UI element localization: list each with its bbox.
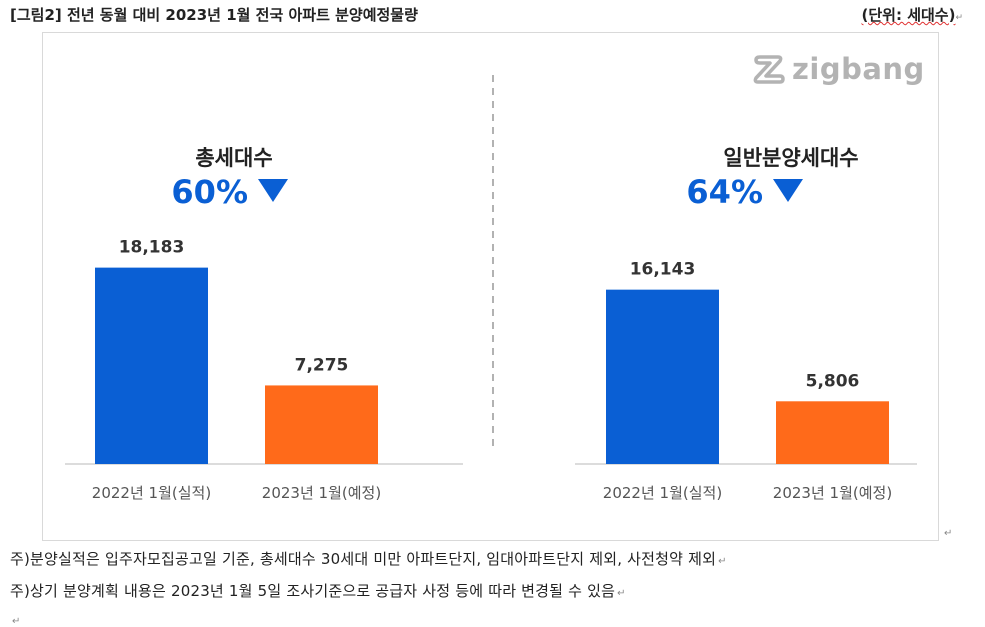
change-percent: 64% [686, 173, 763, 211]
bar [606, 289, 719, 464]
footnote-2: 주)상기 분양계획 내용은 2023년 1월 5일 조사기준으로 공급자 사정 … [10, 582, 626, 600]
bar [265, 385, 378, 464]
footnote-1-text: 주)분양실적은 입주자모집공고일 기준, 총세대수 30세대 미만 아파트단지,… [10, 550, 717, 568]
logo-text: zigbang [792, 52, 925, 86]
data-label: 18,183 [119, 238, 185, 258]
data-label: 5,806 [806, 371, 860, 391]
zigbang-logo: zigbang [752, 52, 925, 86]
category-label: 2022년 1월(실적) [603, 484, 722, 502]
category-label: 2023년 1월(예정) [262, 484, 381, 502]
change-percent: 60% [171, 173, 248, 211]
panel-title: 일반분양세대수 [723, 146, 858, 170]
bar [95, 267, 208, 464]
chart-canvas: 총세대수 60% 18,183 2022년 1월(실적) 7,275 2023년 1월(예… [65, 75, 917, 502]
panel-title: 총세대수 [195, 146, 272, 170]
footnote-1: 주)분양실적은 입주자모집공고일 기준, 총세대수 30세대 미만 아파트단지,… [10, 550, 727, 568]
category-label: 2022년 1월(실적) [92, 484, 211, 502]
down-triangle-icon [773, 179, 803, 202]
data-label: 7,275 [295, 355, 349, 375]
data-label: 16,143 [630, 260, 696, 280]
paragraph-mark: ↵ [944, 528, 953, 539]
down-triangle-icon [258, 179, 288, 202]
figure-title: [그림2] 전년 동월 대비 2023년 1월 전국 아파트 분양예정물량 [10, 6, 418, 24]
zigbang-logo-icon [753, 55, 785, 84]
unit-label: (단위: 세대수)↵ [861, 6, 963, 24]
category-label: 2023년 1월(예정) [773, 484, 892, 502]
chart-frame: 총세대수 60% 18,183 2022년 1월(실적) 7,275 2023년 1월(예… [42, 32, 939, 541]
unit-text: (단위: 세대수) [861, 6, 956, 24]
paragraph-mark-end: ↵ [12, 616, 21, 627]
bar [776, 401, 889, 464]
footnote-2-text: 주)상기 분양계획 내용은 2023년 1월 5일 조사기준으로 공급자 사정 … [10, 582, 616, 600]
